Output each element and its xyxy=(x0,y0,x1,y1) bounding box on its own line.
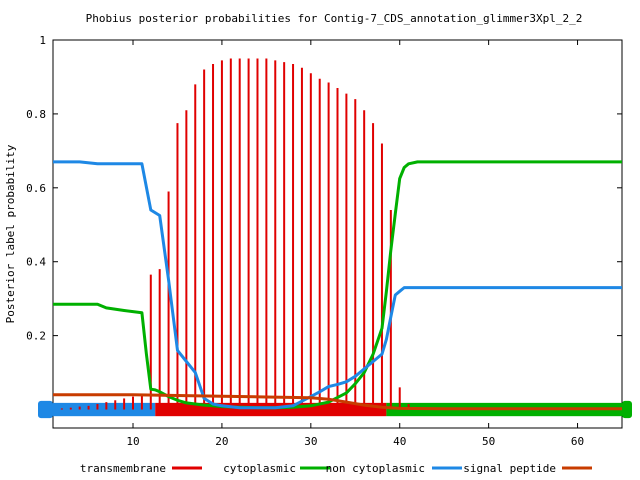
plot-frame xyxy=(52,39,623,429)
y-tick-label: 1 xyxy=(39,34,46,47)
x-tick-label: 20 xyxy=(215,435,228,448)
y-tick-label: 0.4 xyxy=(26,256,46,269)
y-tick-label: 0.2 xyxy=(26,330,46,343)
x-tick-label: 50 xyxy=(482,435,495,448)
x-tick-label: 10 xyxy=(126,435,139,448)
chart-title: Phobius posterior probabilities for Cont… xyxy=(86,12,583,25)
x-tick-label: 60 xyxy=(571,435,584,448)
y-tick-label: 0.6 xyxy=(26,182,46,195)
axis-ticks-layer: 10 20 30 40 50 60 0.2 0.4 0.6 0.8 1 xyxy=(26,34,622,448)
legend-label-non-cytoplasmic: non cytoplasmic xyxy=(326,462,425,475)
series-line-signal-peptide xyxy=(53,393,622,411)
y-axis-label: Posterior label probability xyxy=(4,144,17,323)
legend-label-signal-peptide: signal peptide xyxy=(463,462,556,475)
topology-segment-non-cytoplasmic xyxy=(53,402,156,417)
topology-cap-non-cytoplasmic xyxy=(38,400,53,419)
y-tick-label: 0.8 xyxy=(26,108,46,121)
topology-segment-transmembrane xyxy=(155,402,387,417)
x-tick-label: 40 xyxy=(393,435,406,448)
probability-lines-layer xyxy=(53,160,622,411)
legend: transmembrane cytoplasmic non cytoplasmic s… xyxy=(80,462,592,475)
topology-cap-cytoplasmic xyxy=(622,400,632,419)
x-tick-label: 30 xyxy=(304,435,317,448)
legend-label-transmembrane: transmembrane xyxy=(80,462,166,475)
legend-label-cytoplasmic: cytoplasmic xyxy=(223,462,296,475)
transmembrane-impulses-layer xyxy=(60,58,410,410)
